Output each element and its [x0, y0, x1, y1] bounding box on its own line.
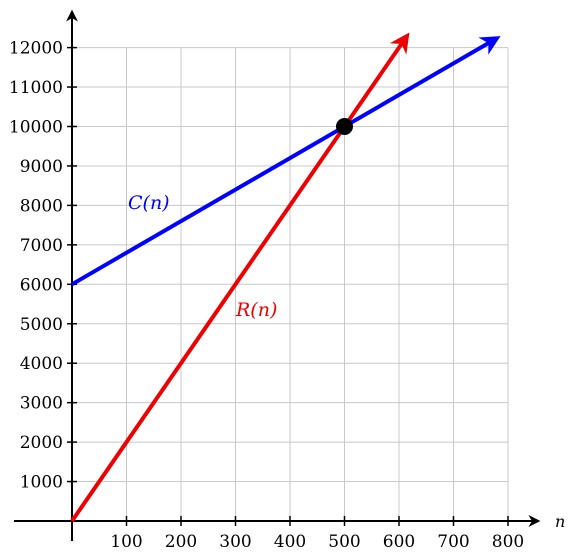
x-tick-label: 600 [383, 532, 415, 552]
x-tick-label: 700 [437, 532, 469, 552]
y-tick-label: 1000 [20, 473, 63, 493]
series-labels: C(n) R(n) [128, 192, 277, 321]
x-tick-label: 300 [219, 532, 251, 552]
y-tick-label: 7000 [20, 236, 63, 256]
series-line-revenue [70, 32, 410, 523]
tick-labels: 100 200 300 400 500 600 700 800 1000 2000 3000 4000… [9, 39, 524, 552]
y-tick-label: 2000 [20, 433, 63, 453]
y-tick-label: 11000 [9, 78, 63, 98]
series [70, 32, 501, 523]
series-label-cost: C(n) [128, 192, 170, 214]
x-tick-label: 500 [328, 532, 360, 552]
y-tick-label: 8000 [20, 196, 63, 216]
y-tick-label: 9000 [20, 157, 63, 177]
intersection-point [336, 118, 353, 135]
y-tick-label: 3000 [20, 394, 63, 414]
x-tick-label: 200 [165, 532, 197, 552]
series-line-cost [70, 36, 501, 287]
x-axis-label: n [555, 512, 565, 531]
grid [72, 47, 509, 521]
y-tick-label: 10000 [9, 118, 63, 138]
y-tick-label: 5000 [20, 315, 63, 335]
annotations [336, 118, 353, 135]
x-tick-label: 100 [110, 532, 142, 552]
axis-ticks [67, 46, 509, 526]
series-label-revenue: R(n) [235, 299, 277, 321]
y-tick-label: 12000 [9, 39, 63, 59]
x-tick-label: 400 [274, 532, 306, 552]
y-tick-label: 6000 [20, 275, 63, 295]
y-tick-label: 4000 [20, 354, 63, 374]
x-tick-label: 800 [492, 532, 524, 552]
